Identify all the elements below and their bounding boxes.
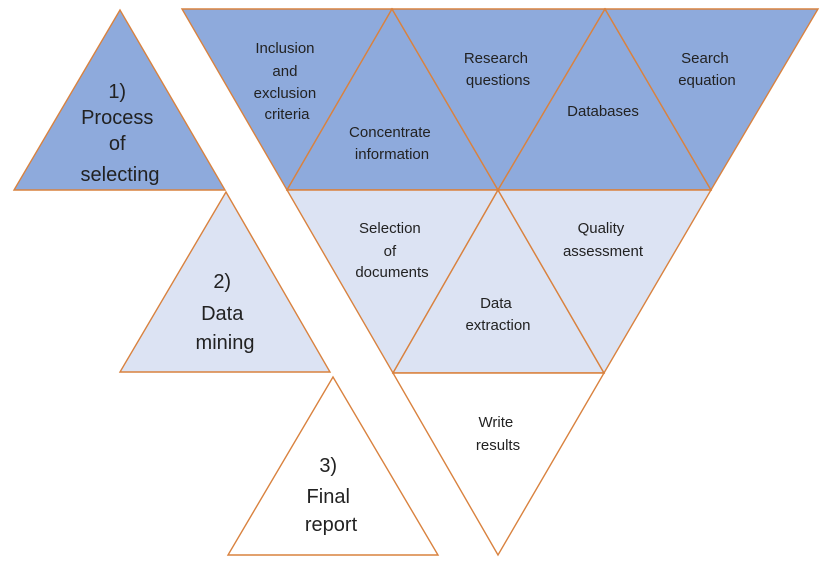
step-concentrate-label: Concentrate information — [349, 124, 435, 163]
step-extraction-label: Data extraction — [465, 295, 530, 334]
phase-3-number: 3) — [319, 455, 337, 477]
phase-2-line-1: Data — [201, 303, 244, 325]
phase-3-triangle — [226, 375, 440, 556]
phase-1-line-1: Process — [81, 107, 153, 129]
phase-3-label: 3) Final report — [305, 455, 358, 536]
phase-2-triangle — [118, 190, 332, 373]
step-write-label: Write results — [476, 414, 520, 454]
phase-3-line-2: report — [305, 514, 358, 536]
step-search-label: Search equation — [678, 50, 736, 89]
step-quality-label: Quality assessment — [563, 220, 644, 260]
phase-1-line-3: selecting — [81, 164, 160, 186]
step-quality-triangle — [496, 189, 713, 375]
phase-3-line-1: Final — [307, 486, 350, 508]
phase-1-label: 1) Process of selecting — [81, 81, 160, 186]
phase-2-label: 2) Data mining — [196, 271, 255, 354]
phase-1-number: 1) — [108, 81, 126, 103]
step-search-triangle — [603, 8, 820, 192]
step-databases-label: Databases — [567, 103, 639, 120]
phase-2-line-2: mining — [196, 332, 255, 354]
step-inclusion-label: Inclusion and exclusion criteria — [254, 40, 321, 123]
phase-1-line-2: of — [109, 133, 126, 155]
phase-1-triangle — [12, 8, 227, 191]
step-research-label: Research questions — [464, 50, 532, 89]
phase-2-number: 2) — [213, 271, 231, 293]
step-write-triangle — [391, 372, 606, 557]
step-selection-label: Selection of documents — [355, 220, 428, 281]
